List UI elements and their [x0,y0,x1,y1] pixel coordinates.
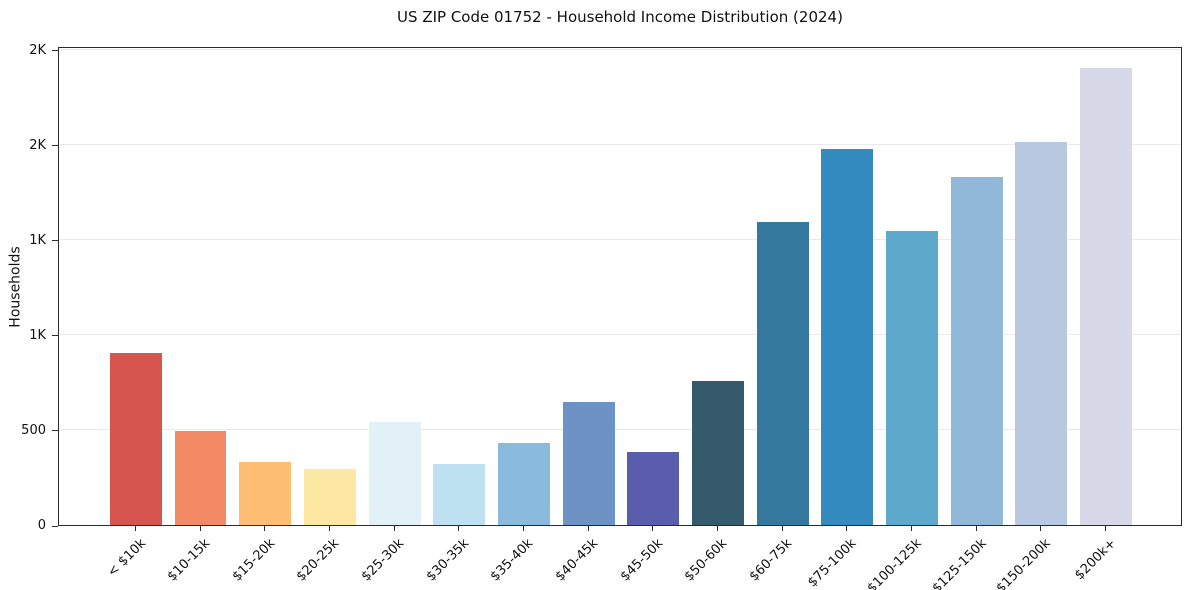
bar-10k [110,353,162,525]
plot-area [58,47,1182,526]
y-tick-mark [52,525,58,527]
x-tick-mark [199,526,201,531]
x-tick-label: $35-40k [488,536,537,585]
y-tick-mark [52,430,58,432]
y-tick-mark [52,240,58,242]
x-tick-label: $15-20k [229,536,278,585]
x-tick-label: $30-35k [423,536,472,585]
y-tick-mark [52,145,58,147]
bar-75-100k [821,148,874,525]
y-tick-label: 2K [29,42,46,58]
x-tick-mark [911,526,913,531]
bar-20-25k [304,468,356,525]
x-tick-label: < $10k [104,536,149,581]
gridline [59,334,1181,336]
x-tick-mark [522,526,524,531]
x-tick-mark [1040,526,1042,531]
x-tick-mark [717,526,718,531]
x-tick-label: $20-25k [294,536,343,585]
bar-125-150k [950,177,1003,525]
x-tick-mark [458,526,460,531]
x-tick-mark [975,526,977,531]
x-tick-label: $50-60k [682,536,731,585]
bar-50-60k [692,380,744,525]
gridline [59,429,1181,431]
x-tick-label: $25-30k [358,536,408,585]
bar-25-30k [368,422,421,525]
x-tick-label: $200k+ [1071,536,1119,584]
x-tick-mark [1105,526,1107,531]
bar-100-125k [886,231,938,525]
x-tick-mark [264,526,266,531]
y-tick-label: 1K [29,232,46,248]
x-tick-label: $100-125k [864,536,925,590]
x-tick-label: $150-200k [993,536,1054,590]
y-tick-mark [52,50,58,52]
x-tick-label: $40-45k [552,536,602,585]
y-axis-label: Households [2,47,30,526]
bar-30-35k [433,464,486,525]
x-tick-label: $125-150k [929,536,990,590]
y-tick-label: 2K [29,137,46,153]
x-tick-label: $75-100k [805,536,860,590]
x-tick-mark [134,526,136,531]
bar-60-75k [756,221,809,525]
x-tick-mark [393,526,395,531]
bar-40-45k [562,402,615,525]
bar-15-20k [239,462,292,525]
x-tick-mark [846,526,848,531]
bar-45-50k [627,451,680,525]
y-tick-label: 1K [29,327,46,343]
bar-150-200k [1015,142,1068,525]
x-tick-label: $10-15k [164,536,214,585]
gridline [59,144,1181,146]
gridline [59,239,1181,241]
x-tick-mark [781,526,783,531]
bar-200k+ [1080,67,1132,525]
y-tick-label: 0 [37,518,46,533]
bar-10-15k [174,430,227,525]
gridline [59,49,1181,51]
x-tick-mark [328,526,330,531]
bar-35-40k [498,443,550,525]
x-tick-mark [587,526,589,531]
y-axis-label-text: Households [8,245,25,328]
y-tick-mark [52,335,58,337]
y-tick-label: 500 [21,422,46,438]
chart-title: US ZIP Code 01752 - Household Income Dis… [397,8,843,26]
x-tick-label: $60-75k [746,536,796,585]
x-tick-mark [652,526,654,531]
x-tick-label: $45-50k [617,536,666,585]
